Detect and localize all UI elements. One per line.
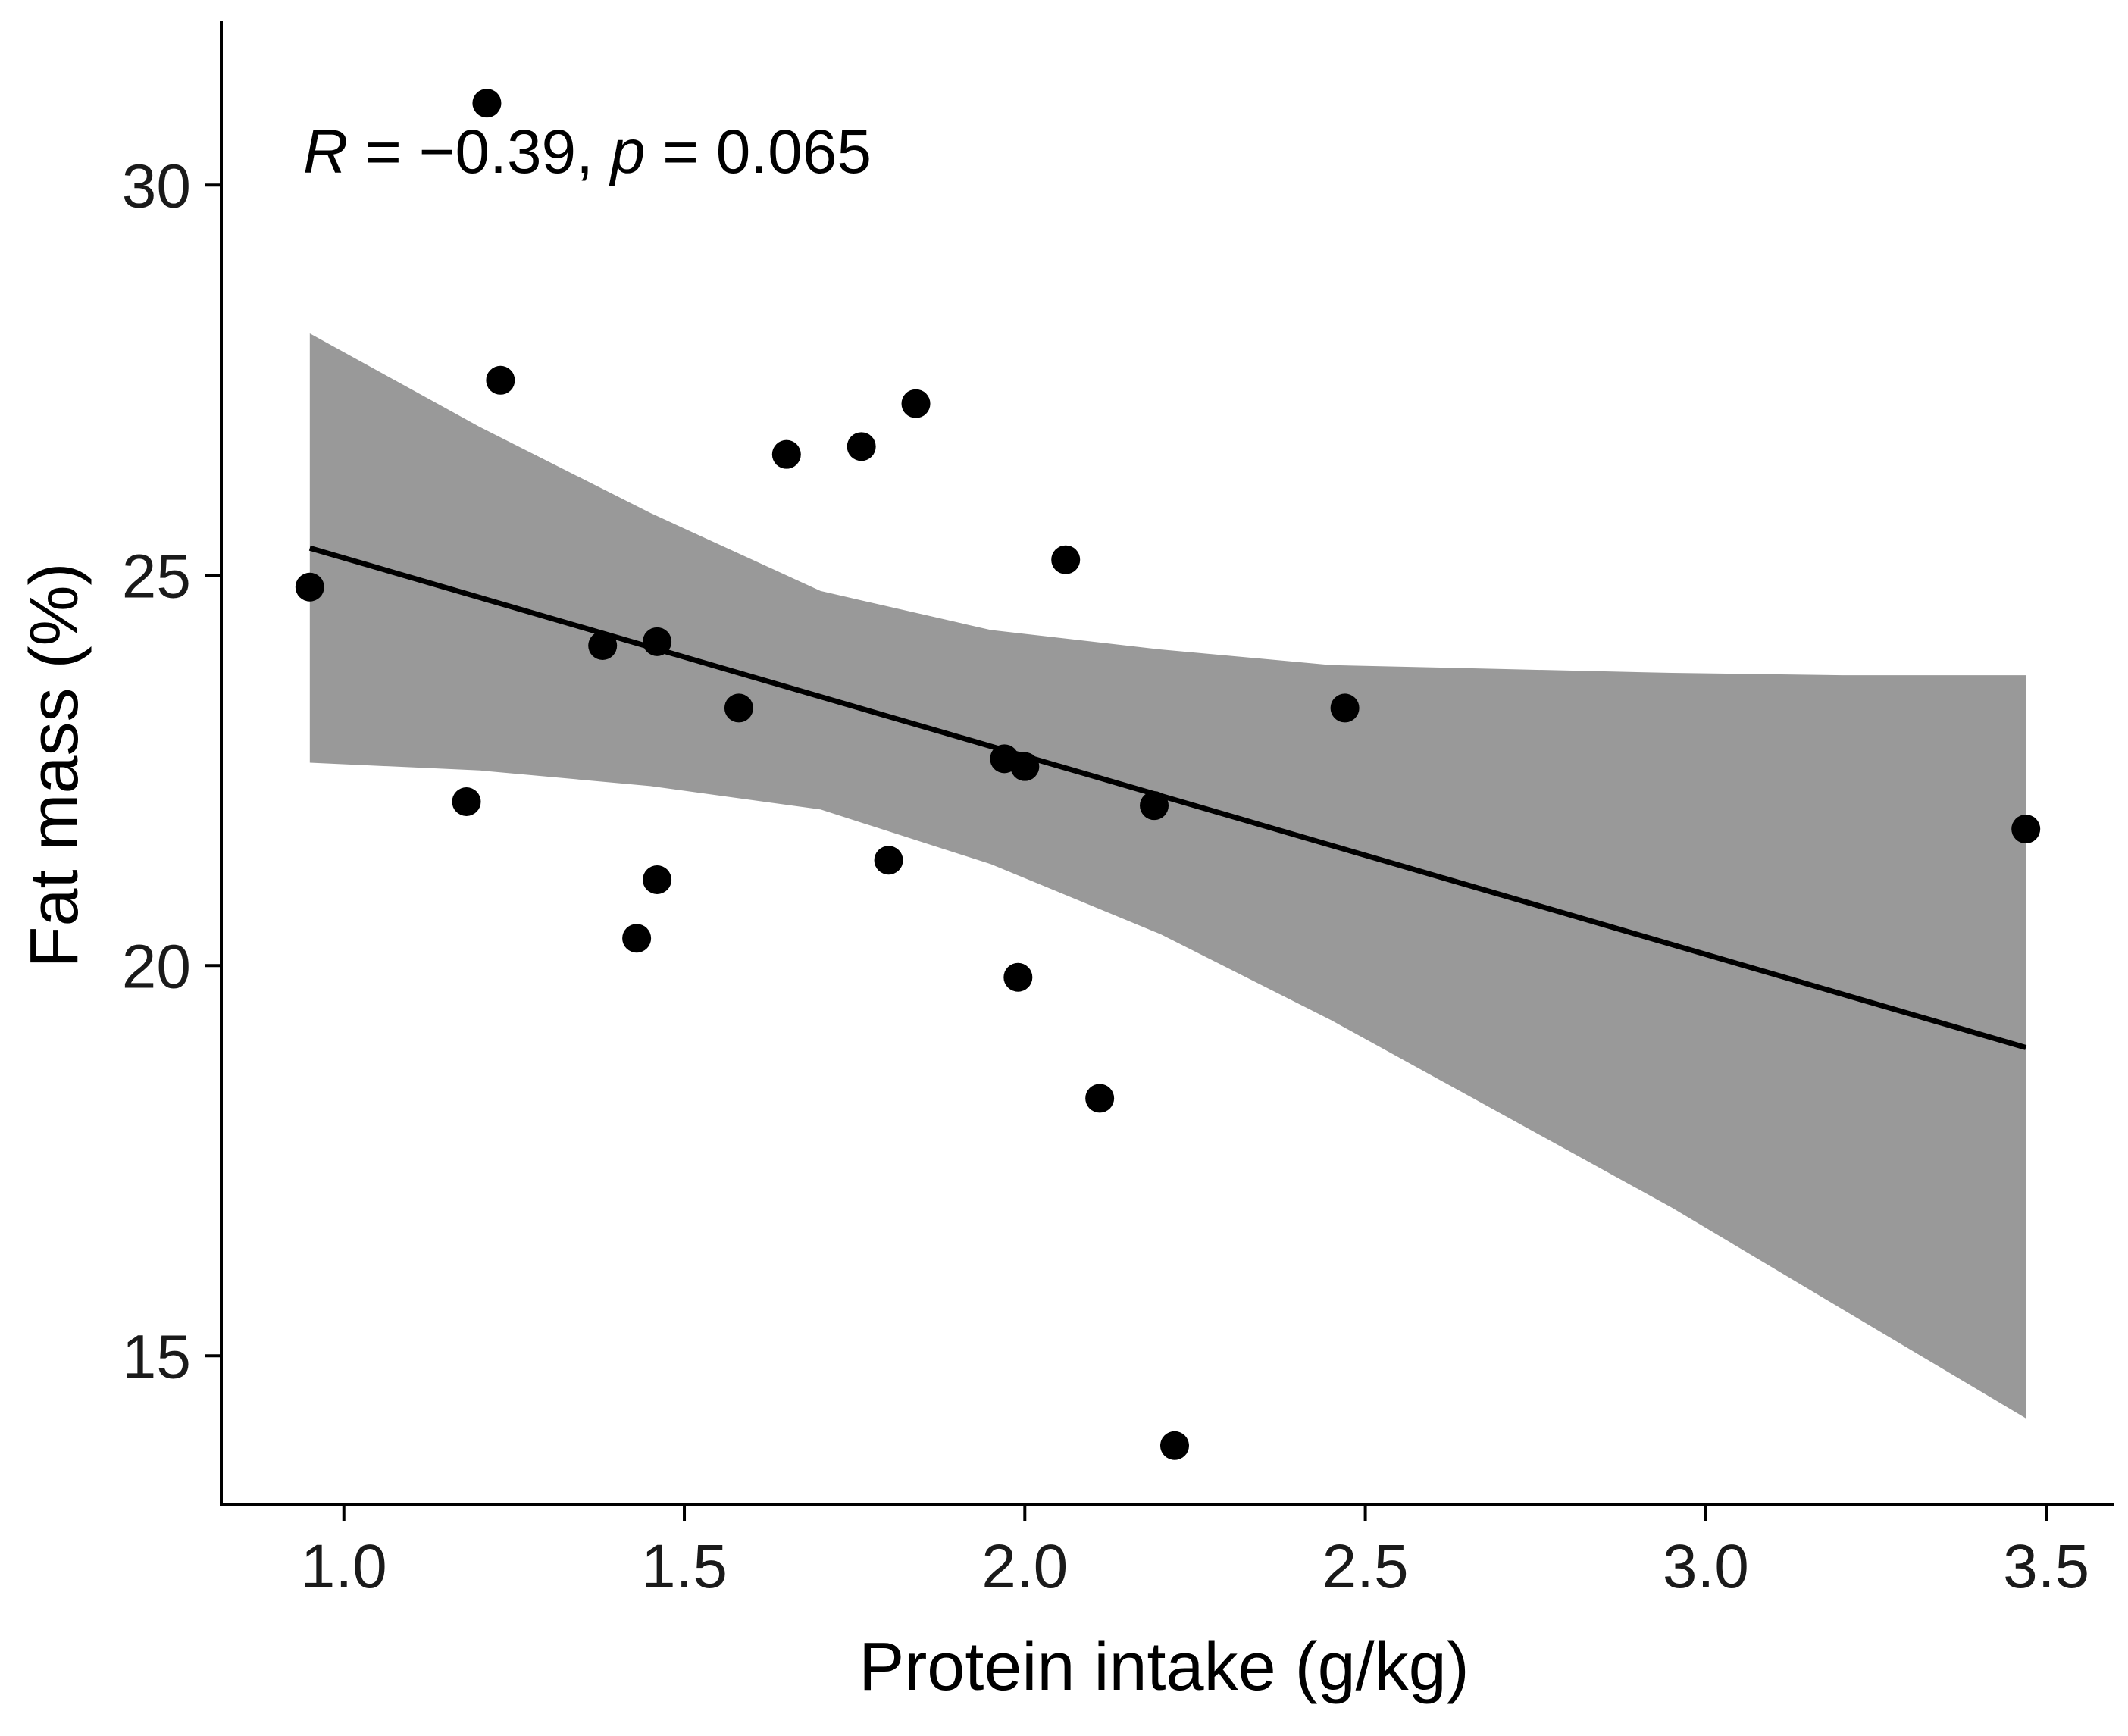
data-point: [1330, 693, 1360, 723]
y-tick-label: 30: [122, 152, 191, 221]
data-point: [1003, 962, 1033, 992]
p-symbol: p: [609, 117, 646, 186]
x-tick-label: 2.5: [1322, 1532, 1409, 1601]
data-point: [295, 572, 324, 602]
data-point: [724, 693, 753, 723]
correlation-annotation: R = −0.39, p = 0.065: [303, 117, 872, 186]
x-tick-label: 3.0: [1663, 1532, 1749, 1601]
x-tick-label: 1.5: [641, 1532, 728, 1601]
data-point: [874, 846, 903, 875]
confidence-band-layer: [309, 333, 2026, 1419]
fit-line-layer: [308, 545, 2027, 1050]
data-point: [1085, 1084, 1115, 1113]
r-value: = −0.39,: [348, 117, 611, 186]
data-point: [486, 365, 515, 395]
y-tick-label: 25: [122, 542, 191, 611]
data-point: [643, 627, 672, 656]
p-value: = 0.065: [645, 117, 872, 186]
x-tick-labels: 1.0 1.5 2.0 2.5 3.0 3.5: [301, 1532, 2089, 1601]
data-point: [847, 432, 876, 461]
data-point: [588, 631, 618, 660]
data-point: [1140, 791, 1169, 821]
data-point: [622, 924, 652, 953]
x-tick-label: 3.5: [2003, 1532, 2089, 1601]
confidence-band: [309, 333, 2026, 1419]
y-axis-title: Fat mass (%): [17, 562, 92, 968]
points-layer: [295, 89, 2041, 1460]
x-tick-label: 1.0: [301, 1532, 387, 1601]
data-point: [1159, 1431, 1189, 1460]
y-tick-label: 15: [122, 1322, 191, 1391]
r-symbol: R: [303, 117, 348, 186]
y-tick-labels: 15 20 25 30: [122, 152, 191, 1391]
data-point: [1051, 545, 1081, 574]
data-point: [472, 89, 502, 118]
data-point: [901, 389, 931, 418]
data-point: [771, 439, 801, 469]
axes-layer: [205, 21, 2114, 1521]
regression-line: [308, 545, 2027, 1050]
x-axis-title: Protein intake (g/kg): [859, 1629, 1469, 1705]
data-point: [1010, 752, 1040, 781]
x-tick-label: 2.0: [981, 1532, 1068, 1601]
y-tick-label: 20: [122, 932, 191, 1001]
data-point: [452, 787, 481, 816]
data-point: [643, 865, 672, 894]
data-point: [2011, 815, 2041, 844]
